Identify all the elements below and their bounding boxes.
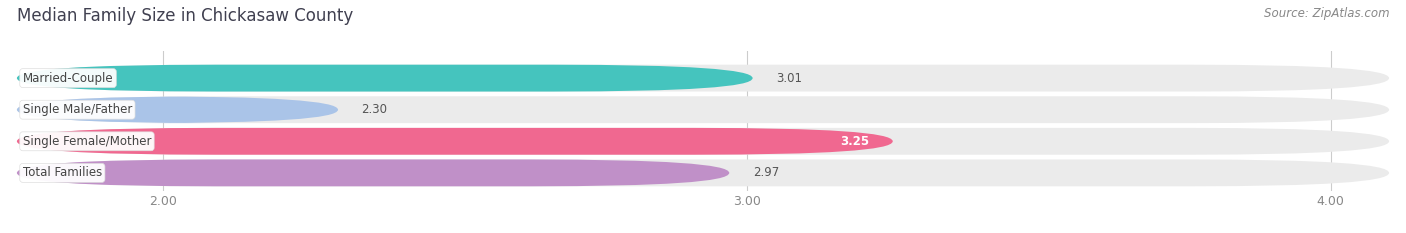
FancyBboxPatch shape <box>17 96 1389 123</box>
FancyBboxPatch shape <box>17 65 752 92</box>
FancyBboxPatch shape <box>17 65 1389 92</box>
Text: Source: ZipAtlas.com: Source: ZipAtlas.com <box>1264 7 1389 20</box>
FancyBboxPatch shape <box>17 159 1389 186</box>
Text: 2.97: 2.97 <box>752 166 779 179</box>
Text: Single Female/Mother: Single Female/Mother <box>22 135 152 148</box>
Text: Median Family Size in Chickasaw County: Median Family Size in Chickasaw County <box>17 7 353 25</box>
FancyBboxPatch shape <box>17 128 1389 155</box>
Text: Single Male/Father: Single Male/Father <box>22 103 132 116</box>
Text: Total Families: Total Families <box>22 166 103 179</box>
FancyBboxPatch shape <box>17 159 730 186</box>
Text: 2.30: 2.30 <box>361 103 388 116</box>
Text: Married-Couple: Married-Couple <box>22 72 114 85</box>
Text: 3.01: 3.01 <box>776 72 801 85</box>
Text: 3.25: 3.25 <box>841 135 869 148</box>
FancyBboxPatch shape <box>17 128 893 155</box>
FancyBboxPatch shape <box>17 96 337 123</box>
